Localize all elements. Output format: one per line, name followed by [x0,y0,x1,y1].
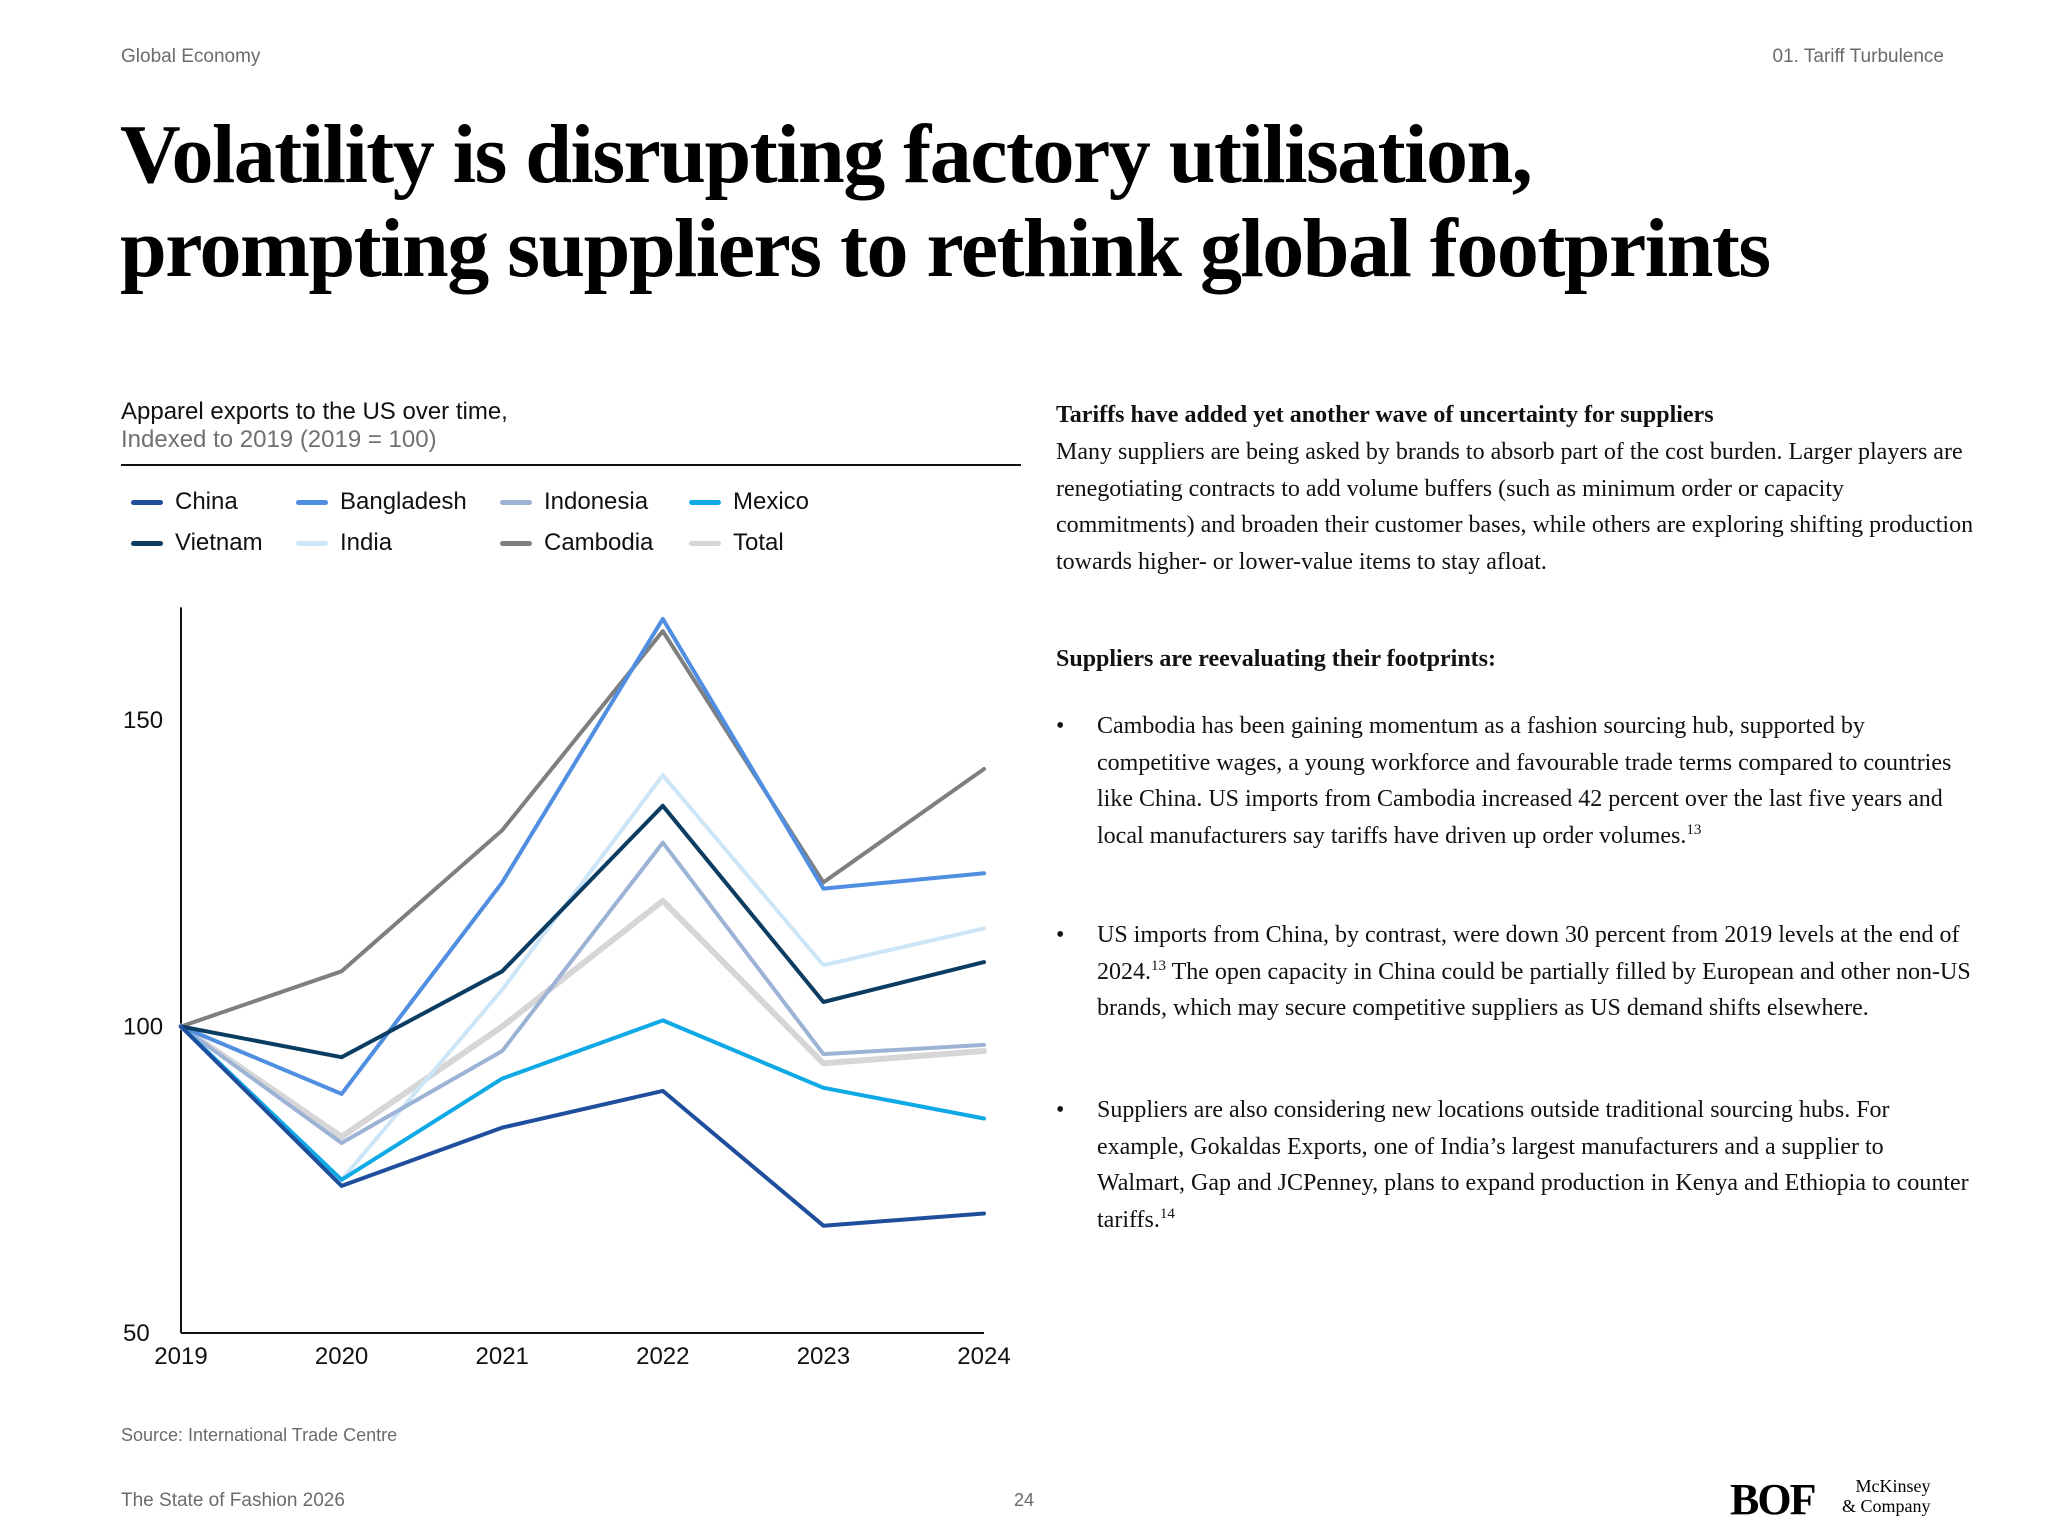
legend-item-cambodia: Cambodia [500,529,653,557]
legend-label: Indonesia [544,488,649,515]
bullet-2-text-b: The open capacity in China could be part… [1097,958,1971,1022]
footnote-ref: 13 [1686,821,1702,838]
legend-swatch [296,499,328,505]
x-tick-label: 2021 [476,1343,529,1370]
x-tick-label: 2024 [957,1343,1010,1370]
series-line-indonesia [179,840,986,1145]
chart-source: Source: International Trade Centre [121,1425,398,1445]
right-heading-2: Suppliers are reevaluating their footpri… [1056,642,1976,676]
right-paragraph-1: Many suppliers are being asked by brands… [1056,439,1974,575]
legend-swatch [500,499,532,505]
right-heading-2-text: Suppliers are reevaluating their footpri… [1056,646,1496,672]
legend-swatch [500,540,532,546]
legend-label: Bangladesh [340,488,467,515]
series-line-china [179,1024,986,1228]
page-title-line-2: prompting suppliers to rethink global fo… [120,202,1771,295]
bullet-marker: • [1056,1097,1065,1123]
series-line-mexico [179,1018,986,1182]
x-tick-label: 2019 [154,1343,207,1370]
bullet-marker: • [1056,922,1065,948]
page-title: Volatility is disrupting factory utilisa… [120,108,1940,296]
legend-label: Cambodia [544,529,654,556]
bullet-text: US imports from China, by contrast, were… [1097,917,1977,1027]
section-label: Global Economy [121,46,261,67]
legend-item-china: China [131,488,238,516]
legend-label: Vietnam [175,529,263,556]
bof-logo: BOF [1730,1475,1816,1524]
x-tick-label: 2023 [797,1343,850,1370]
legend-label: India [340,529,393,556]
bullet-text: Cambodia has been gaining momentum as a … [1097,708,1977,854]
chart-divider [121,464,1021,466]
legend-label: Mexico [733,488,810,515]
legend-swatch [689,499,721,505]
mckinsey-logo-line-2: & Company [1842,1496,1931,1516]
legend-item-mexico: Mexico [689,488,809,516]
mckinsey-logo: McKinsey & Company [1842,1476,1931,1516]
mckinsey-logo-line-1: McKinsey [1855,1476,1931,1496]
right-heading-1-text: Tariffs have added yet another wave of u… [1056,402,1714,428]
series-line-cambodia [179,629,986,1029]
legend-item-total: Total [689,529,784,557]
series-line-india [179,773,986,1182]
chapter-label: 01. Tariff Turbulence [1772,46,1944,67]
legend-swatch [131,540,163,546]
series-line-vietnam [179,803,986,1060]
chart-subtitle: Indexed to 2019 (2019 = 100) [121,426,437,453]
bullet-text: Suppliers are also considering new locat… [1097,1092,1977,1238]
legend-swatch [689,540,721,546]
footnote-ref: 13 [1151,957,1166,974]
legend-label: China [175,488,238,515]
right-heading-1: Tariffs have added yet another wave of u… [1056,398,1976,432]
series-line-bangladesh [179,616,986,1096]
y-tick-label: 50 [123,1320,150,1347]
legend-swatch [131,499,163,505]
series-line-total [178,897,987,1140]
bullet-marker: • [1056,713,1065,739]
x-tick-label: 2022 [636,1343,689,1370]
legend-swatch [296,540,328,546]
bullet-2-text-a: US imports from China, by contrast, were… [1097,922,1960,985]
legend-item-vietnam: Vietnam [131,529,263,557]
x-tick-label: 2020 [315,1343,368,1370]
publication-name: The State of Fashion 2026 [121,1490,345,1511]
legend-item-india: India [296,529,392,557]
legend-label: Total [733,529,784,556]
bullet-1-text: Cambodia has been gaining momentum as a … [1097,713,1952,849]
footnote-ref: 14 [1159,1205,1175,1222]
y-tick-label: 150 [123,707,163,734]
chart-title: Apparel exports to the US over time, [121,398,508,425]
legend-item-indonesia: Indonesia [500,488,648,516]
y-tick-label: 100 [123,1014,163,1041]
bullet-3-text: Suppliers are also considering new locat… [1097,1097,1969,1233]
page-title-line-1: Volatility is disrupting factory utilisa… [120,108,1533,201]
page-number: 24 [1013,1490,1035,1510]
legend-item-bangladesh: Bangladesh [296,488,467,516]
